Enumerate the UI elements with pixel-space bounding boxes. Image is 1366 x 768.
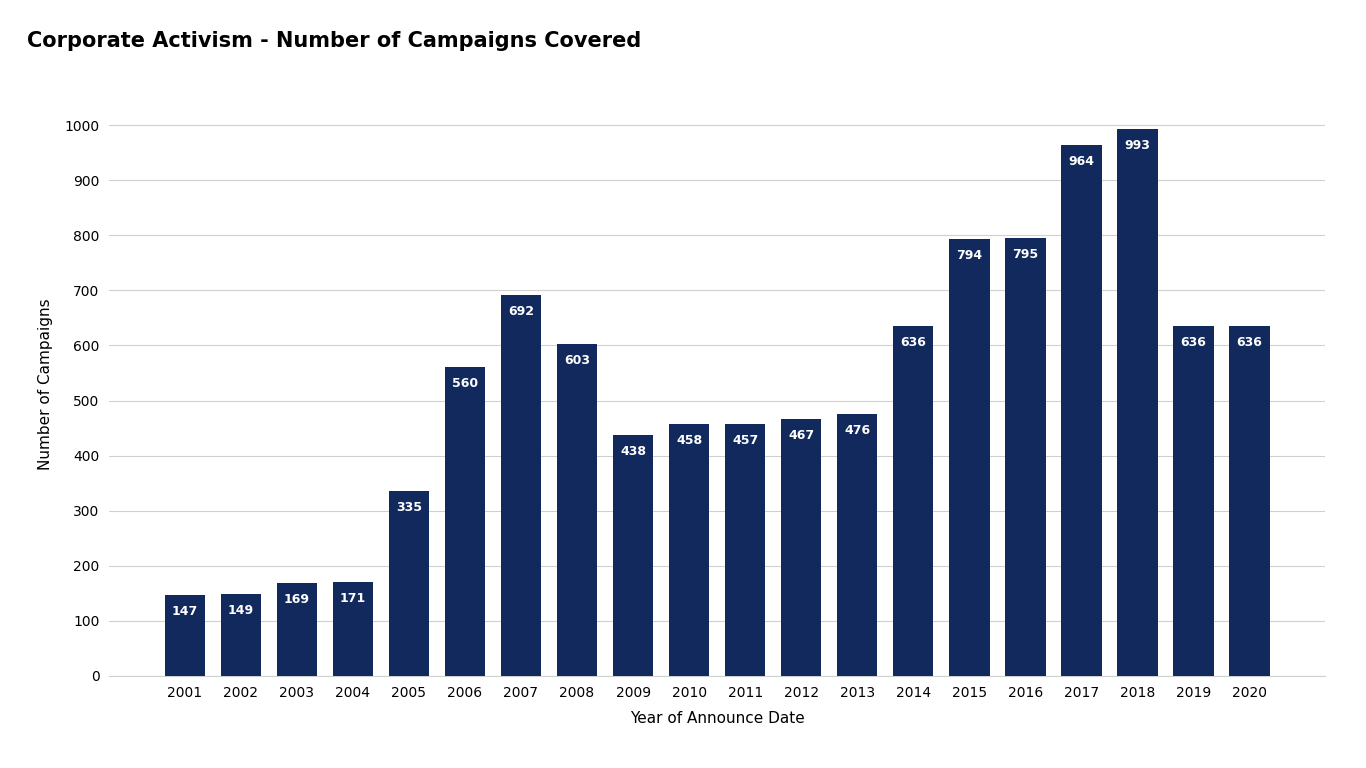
Bar: [1229, 326, 1270, 676]
Bar: [389, 492, 429, 676]
Bar: [837, 414, 877, 676]
Text: 457: 457: [732, 434, 758, 447]
Bar: [1173, 326, 1214, 676]
Bar: [1061, 145, 1101, 676]
Bar: [1005, 238, 1045, 676]
Bar: [164, 595, 205, 676]
Text: 476: 476: [844, 424, 870, 437]
Text: 636: 636: [900, 336, 926, 349]
Bar: [557, 344, 597, 676]
Text: 147: 147: [172, 605, 198, 617]
Text: 993: 993: [1124, 139, 1150, 152]
Bar: [220, 594, 261, 676]
Text: 560: 560: [452, 377, 478, 390]
Text: 171: 171: [340, 591, 366, 604]
Text: 603: 603: [564, 354, 590, 366]
Bar: [1117, 129, 1157, 676]
Bar: [669, 424, 709, 676]
Y-axis label: Number of Campaigns: Number of Campaigns: [38, 298, 53, 470]
Text: 794: 794: [956, 249, 982, 262]
Bar: [613, 435, 653, 676]
Bar: [501, 295, 541, 676]
X-axis label: Year of Announce Date: Year of Announce Date: [630, 710, 805, 726]
Text: 335: 335: [396, 502, 422, 515]
Bar: [949, 239, 989, 676]
Text: 964: 964: [1068, 155, 1094, 168]
Text: 795: 795: [1012, 248, 1038, 261]
Bar: [893, 326, 933, 676]
Bar: [277, 583, 317, 676]
Bar: [445, 367, 485, 676]
Bar: [781, 419, 821, 676]
Bar: [725, 424, 765, 676]
Text: Corporate Activism - Number of Campaigns Covered: Corporate Activism - Number of Campaigns…: [27, 31, 642, 51]
Text: 458: 458: [676, 434, 702, 446]
Bar: [333, 581, 373, 676]
Text: 169: 169: [284, 593, 310, 606]
Text: 636: 636: [1180, 336, 1206, 349]
Text: 467: 467: [788, 429, 814, 442]
Text: 438: 438: [620, 445, 646, 458]
Text: 149: 149: [228, 604, 254, 617]
Text: 692: 692: [508, 305, 534, 318]
Text: 636: 636: [1236, 336, 1262, 349]
